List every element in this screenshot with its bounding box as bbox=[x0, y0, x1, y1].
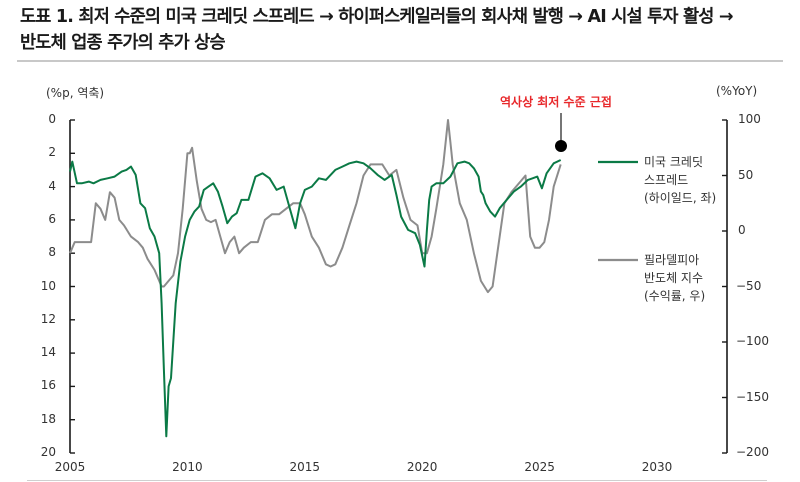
credit-spread-line bbox=[69, 159, 562, 438]
left-tick-label: 2 bbox=[48, 145, 56, 160]
x-tick-label: 2015 bbox=[289, 460, 321, 474]
left-tick-label: 0 bbox=[48, 112, 56, 126]
left-tick-label: 10 bbox=[40, 278, 56, 293]
left-tick-label: 4 bbox=[48, 178, 56, 193]
x-tick-label: 2030 bbox=[641, 460, 673, 474]
x-tick-label: 2010 bbox=[172, 460, 203, 474]
right-tick-label: −100 bbox=[736, 334, 769, 348]
right-axis-unit: (%YoY) bbox=[716, 84, 758, 98]
title-line-2: 반도체 업종 주가의 추가 상승 bbox=[20, 33, 226, 53]
right-tick-label: −50 bbox=[736, 278, 762, 293]
left-tick-label: 14 bbox=[40, 345, 56, 360]
left-tick-label: 16 bbox=[40, 378, 56, 393]
chart-title: 도표 1. 최저 수준의 미국 크레딧 스프레드 → 하이퍼스케일러들의 회사채… bbox=[20, 4, 790, 56]
legend-item-semiconductor: 필라델피아 반도체 지수 (수익률, 우) bbox=[644, 253, 706, 303]
right-tick-label: 50 bbox=[738, 167, 754, 182]
bottom-divider bbox=[27, 480, 767, 481]
right-tick-label: −150 bbox=[736, 389, 769, 404]
right-tick-label: 100 bbox=[738, 112, 761, 126]
title-divider bbox=[17, 60, 783, 62]
left-tick-label: 12 bbox=[40, 311, 56, 326]
annotation-label: 역사상 최저 수준 근접 bbox=[500, 95, 612, 109]
axis-tick-marks bbox=[70, 119, 727, 454]
legend-item-credit-spread: 미국 크레딧 스프레드 (하이일드, 좌) bbox=[644, 155, 717, 205]
x-tick-label: 2020 bbox=[406, 460, 438, 474]
left-tick-label: 18 bbox=[40, 411, 56, 426]
x-tick-label: 2005 bbox=[54, 460, 86, 474]
title-line-1: 도표 1. 최저 수준의 미국 크레딧 스프레드 → 하이퍼스케일러들의 회사채… bbox=[20, 7, 734, 27]
left-axis-unit: (%p, 역축) bbox=[46, 86, 105, 100]
left-tick-label: 8 bbox=[48, 245, 56, 260]
right-tick-label: 0 bbox=[738, 223, 746, 237]
right-tick-label: −200 bbox=[736, 445, 769, 459]
x-tick-label: 2025 bbox=[524, 460, 555, 474]
annotation-marker-dot bbox=[555, 140, 567, 152]
left-tick-label: 20 bbox=[40, 445, 56, 459]
left-tick-label: 6 bbox=[48, 211, 56, 226]
